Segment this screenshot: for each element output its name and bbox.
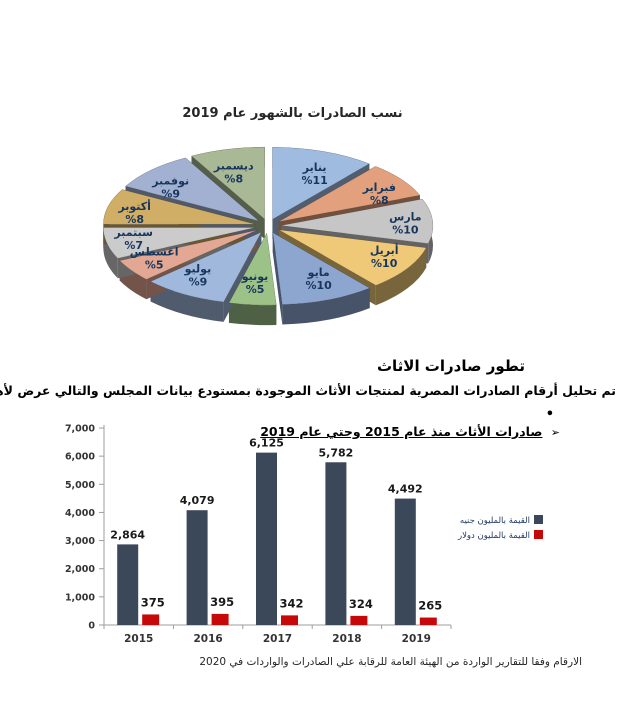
y-axis-tick-label: 3,000 [65,536,95,547]
x-axis-category-label: 2017 [263,633,292,645]
pie-slice [119,229,258,280]
bar-value-label: 4,079 [180,494,215,507]
pie-slice-label: مارس [389,210,421,223]
pie-slice [278,229,427,286]
pie-slice-percent: %9 [189,275,208,288]
pie-slice [272,232,371,305]
pie-slice-percent: %5 [145,259,164,272]
bar-usd [419,617,437,625]
legend-swatch [534,530,543,539]
pie-slice [103,189,256,225]
pie-slice-wall [272,232,283,325]
pie-slice-label: اغسطس [130,246,179,259]
pie-slice-label: يناير [302,161,327,174]
bullet-point: • [545,407,554,422]
pie-slice [191,146,266,220]
pie-chart-title: نسب الصادرات بالشهور عام 2019 [182,106,403,121]
bar-chart: 7,000 6,000 5,000 4,000 3,000 2,000 1,000 0 2,86… [65,424,543,645]
bar-value-label: 375 [141,595,165,609]
x-axis-category-label: 2015 [124,633,153,645]
pie-slice-label: أكتوبر [117,199,151,213]
pie-slice-wall [282,288,370,325]
x-axis-category-label: 2016 [193,633,222,645]
pie-slice-label: يونيو [241,270,269,283]
pie-slice-label: نوفمبر [151,174,189,187]
y-axis-tick-label: 7,000 [65,424,95,435]
pie-slice-percent: %8 [224,173,243,186]
pie-slice-percent: %8 [125,213,144,226]
bar-value-label: 324 [349,597,373,611]
legend-label: القيمة بالمليون جنيه [460,516,530,526]
bar-chart-title: ➢ صادرات الأثاث منذ عام 2015 وحتي عام 20… [260,424,560,439]
bar-egp [256,452,277,625]
pie-slice-label: أبريل [370,243,399,257]
bar-egp [394,498,416,625]
bar-plot: 7,000 6,000 5,000 4,000 3,000 2,000 1,000 0 2,86… [65,424,452,645]
pie-tops-layer [103,146,434,306]
bar-usd [142,614,160,625]
bar-chart-title-text: صادرات الأثاث منذ عام 2015 وحتي عام 2019 [260,424,543,439]
legend-swatch [534,515,543,524]
pie-slice [149,231,262,303]
pie-slice-label: ديسمبر [213,160,254,173]
pie-slice [278,166,421,223]
bar-value-label: 395 [210,595,234,609]
pie-slice-percent: %10 [392,223,419,236]
pie-slice-percent: %10 [305,279,332,292]
pie-slice-label: سبتمبر [113,226,153,239]
bar-value-label: 342 [279,596,303,610]
pie-slice-percent: %8 [370,194,389,207]
pie-slice-label: مايو [307,266,330,279]
pie-slice [228,232,277,306]
arrow-bullet-icon: ➢ [550,426,560,439]
pie-slice [125,157,259,222]
footnote: الارقام وفقا للتقارير الواردة من الهيئة … [199,656,582,668]
y-axis-tick-label: 5,000 [65,480,95,491]
section-paragraph: تم تحليل أرقام الصادرات المصرية لمنتجات … [0,383,616,398]
pie-labels-layer: يناير%11فبراير%8مارس%10أبريل%10مايو%10يو… [113,160,421,296]
pie-slice-percent: %10 [371,257,398,270]
pie-slice [280,198,434,244]
bar-chart-section: ➢ صادرات الأثاث منذ عام 2015 وحتي عام 20… [0,420,620,665]
bar-value-label: 2,864 [110,528,145,541]
y-axis-tick-label: 6,000 [65,452,95,463]
x-axis-category-label: 2019 [402,633,431,645]
bar-value-label: 5,782 [319,446,354,459]
x-axis-category-label: 2018 [332,633,361,645]
y-axis-tick-label: 0 [88,621,95,632]
pie-slice-wall [375,247,427,306]
pie-slice-wall [103,227,118,279]
pie-slice-percent: %5 [246,283,265,296]
pie-slice-label: يوليو [184,262,212,275]
legend: القيمة بالمليون جنيه القيمة بالمليون دولا… [457,515,543,541]
bar-value-label: 6,125 [249,437,284,450]
pie-slice-label: فبراير [362,181,396,194]
bar-usd [281,615,298,625]
bar-value-label: 4,492 [388,483,423,496]
pie-chart: يناير%11فبراير%8مارس%10أبريل%10مايو%10يو… [103,146,434,326]
pie-slice [272,147,370,220]
pie-slice-percent: %11 [301,174,327,187]
bar-egp [186,510,208,625]
bar-usd [350,615,368,625]
y-axis-tick-label: 4,000 [65,508,95,519]
bar-egp [117,544,139,625]
y-axis-tick-label: 1,000 [65,592,95,603]
pie-slice-wall [228,302,277,326]
bar-usd [211,613,229,625]
y-axis-tick-label: 2,000 [65,564,95,575]
section-heading: تطور صادرات الاثاث [376,357,525,375]
pie-slice [103,227,256,259]
bar-value-label: 265 [418,599,442,613]
pie-slice-percent: %9 [161,187,180,200]
bar-egp [325,462,347,625]
legend-label: القيمة بالمليون دولار [457,531,530,541]
pie-slice-percent: %7 [124,239,143,252]
